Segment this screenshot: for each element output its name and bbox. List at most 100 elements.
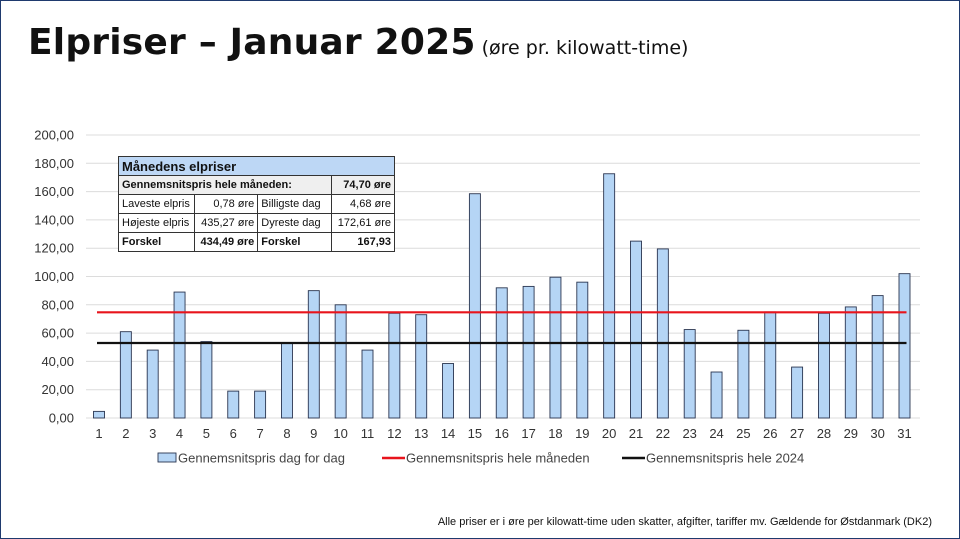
x-tick-label: 13 (414, 426, 428, 441)
summary-table: Månedens elpriser Gennemsnitspris hele m… (118, 156, 395, 252)
summary-row: Højeste elpris 435,27 øre Dyreste dag 17… (118, 213, 395, 233)
bar (254, 390, 267, 419)
x-tick-label: 25 (736, 426, 750, 441)
x-tick-label: 12 (387, 426, 401, 441)
summary-value: 0,78 øre (193, 194, 259, 214)
x-tick-label: 22 (656, 426, 670, 441)
summary-value: 167,93 (331, 232, 395, 252)
summary-label: Forskel (118, 232, 195, 252)
y-tick-label: 100,00 (34, 269, 74, 284)
bar (388, 312, 401, 419)
title-unit: (øre pr. kilowatt-time) (481, 37, 689, 59)
summary-row: Laveste elpris 0,78 øre Billigste dag 4,… (118, 194, 395, 214)
x-tick-label: 30 (870, 426, 884, 441)
x-tick-label: 11 (361, 426, 375, 441)
summary-value: 435,27 øre (193, 213, 259, 233)
summary-value: 172,61 øre (331, 213, 395, 233)
page-title: Elpriser – Januar 2025 (øre pr. kilowatt-… (28, 22, 688, 63)
x-tick-label: 7 (256, 426, 263, 441)
bar (737, 329, 750, 419)
bar (791, 366, 804, 419)
summary-avg-row: Gennemsnitspris hele måneden: 74,70 øre (118, 175, 395, 195)
y-tick-label: 120,00 (34, 241, 74, 256)
bar (630, 240, 642, 419)
bar (227, 390, 240, 419)
bar (93, 410, 105, 419)
y-tick-label: 80,00 (41, 297, 74, 312)
bar (361, 349, 374, 419)
x-tick-label: 9 (310, 426, 317, 441)
x-tick-label: 20 (602, 426, 616, 441)
x-tick-label: 1 (95, 426, 102, 441)
legend-label: Gennemsnitspris hele 2024 (646, 451, 804, 466)
x-tick-label: 24 (709, 426, 723, 441)
y-tick-label: 40,00 (41, 354, 74, 369)
x-tick-label: 26 (763, 426, 777, 441)
bar (818, 312, 830, 419)
x-tick-label: 8 (283, 426, 290, 441)
bar (495, 287, 508, 419)
x-tick-label: 29 (844, 426, 858, 441)
bar (898, 273, 911, 419)
summary-label: Forskel (257, 232, 332, 252)
x-tick-label: 5 (203, 426, 210, 441)
x-tick-label: 14 (441, 426, 455, 441)
bar (119, 331, 132, 419)
x-tick-label: 2 (122, 426, 129, 441)
y-tick-label: 200,00 (34, 128, 74, 143)
y-tick-label: 180,00 (34, 156, 74, 171)
y-tick-label: 0,00 (49, 411, 74, 426)
x-tick-label: 16 (495, 426, 509, 441)
footnote: Alle priser er i øre per kilowatt-time u… (437, 516, 932, 528)
x-tick-label: 21 (629, 426, 643, 441)
summary-value: 4,68 øre (331, 194, 395, 214)
x-tick-label: 18 (548, 426, 562, 441)
bar (334, 304, 347, 419)
bar (549, 276, 562, 419)
x-tick-label: 17 (521, 426, 535, 441)
summary-header-row: Månedens elpriser (118, 156, 395, 176)
x-tick-label: 19 (575, 426, 589, 441)
bar (146, 349, 159, 419)
summary-value: 434,49 øre (193, 232, 259, 252)
bar (871, 295, 884, 419)
bar (576, 281, 589, 419)
bar (468, 193, 481, 419)
x-tick-label: 15 (468, 426, 482, 441)
bar (710, 371, 723, 419)
bar (603, 173, 616, 419)
bar (173, 291, 186, 419)
bar (844, 306, 857, 419)
legend-swatch-bar (157, 452, 177, 463)
bar (281, 342, 293, 419)
x-tick-label: 31 (897, 426, 911, 441)
x-tick-label: 27 (790, 426, 804, 441)
y-tick-label: 160,00 (34, 184, 74, 199)
x-tick-label: 6 (230, 426, 237, 441)
bar (522, 285, 535, 419)
bar (683, 329, 696, 419)
summary-label: Laveste elpris (118, 194, 195, 214)
y-tick-label: 20,00 (41, 382, 74, 397)
bar (764, 311, 777, 419)
summary-avg-label: Gennemsnitspris hele måneden: (118, 175, 332, 195)
summary-label: Højeste elpris (118, 213, 195, 233)
x-tick-label: 3 (149, 426, 156, 441)
bar (442, 363, 454, 419)
bar (415, 314, 428, 419)
summary-label: Dyreste dag (257, 213, 332, 233)
x-tick-label: 10 (333, 426, 347, 441)
x-tick-label: 28 (817, 426, 831, 441)
y-tick-label: 60,00 (41, 326, 74, 341)
bar (656, 248, 669, 419)
x-tick-label: 23 (682, 426, 696, 441)
summary-header: Månedens elpriser (118, 156, 395, 176)
legend-label: Gennemsnitspris hele måneden (406, 451, 590, 466)
y-tick-label: 140,00 (34, 212, 74, 227)
x-tick-label: 4 (176, 426, 183, 441)
title-main: Elpriser – Januar 2025 (28, 22, 476, 63)
bar (307, 290, 320, 419)
legend-label: Gennemsnitspris dag for dag (178, 451, 345, 466)
summary-label: Billigste dag (257, 194, 332, 214)
